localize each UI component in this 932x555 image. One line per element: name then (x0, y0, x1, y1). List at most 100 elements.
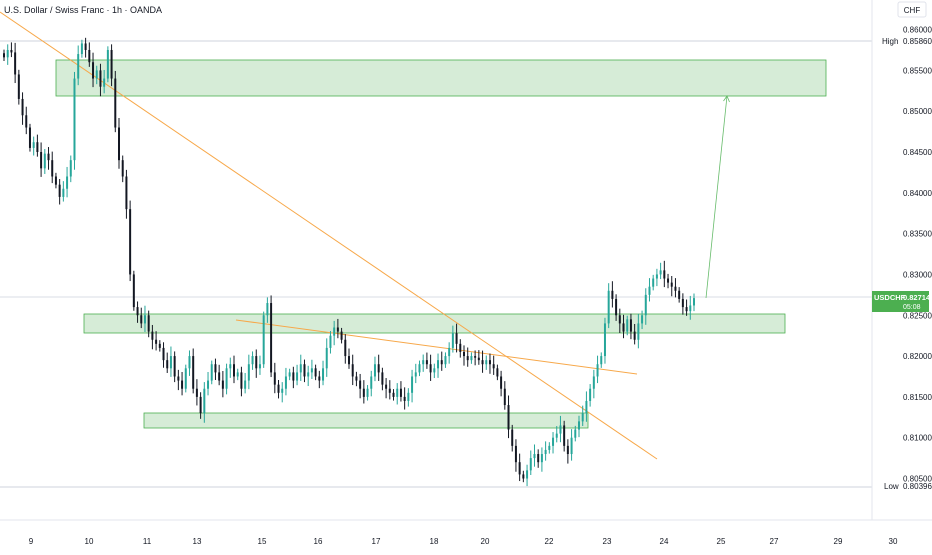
price-label: 0.85500 (903, 66, 932, 75)
projection-arrow-head (723, 95, 730, 103)
candle-body (121, 160, 124, 177)
candle-body (47, 153, 50, 161)
candle-body (329, 335, 332, 348)
current-symbol: USDCHF (874, 293, 906, 302)
candle-body (448, 347, 451, 357)
candle-body (488, 360, 491, 365)
candle-body (106, 49, 109, 79)
candle-body (589, 388, 592, 401)
candle-body (585, 400, 588, 414)
candle-body (440, 360, 443, 365)
candle-body (14, 52, 17, 75)
candle-body (273, 372, 276, 385)
candle-body (281, 388, 284, 393)
current-price-badge[interactable] (872, 291, 929, 312)
projection-arrow-line[interactable] (705, 95, 728, 299)
flat-trendline[interactable] (235, 319, 638, 375)
candle-body (158, 343, 161, 348)
candle-body (333, 327, 336, 336)
candle-body (388, 388, 391, 393)
candle-body (373, 364, 376, 377)
candle-body (596, 364, 599, 377)
candle-body (322, 368, 325, 381)
time-label: 16 (314, 537, 323, 546)
candle-body (566, 445, 569, 455)
candle-body (485, 360, 488, 365)
candle-body (340, 331, 343, 340)
candle-body (518, 462, 521, 475)
candle-body (548, 445, 551, 450)
chart-title: U.S. Dollar / Swiss Franc · 1h · OANDA (4, 5, 163, 15)
candle-body (299, 364, 302, 373)
candle-body (537, 454, 540, 463)
current-price: 0.82714 (903, 293, 931, 302)
candle-body (500, 376, 503, 389)
candle-body (292, 372, 295, 381)
candle-body (437, 360, 440, 369)
candle-body (629, 319, 632, 332)
candle-body (125, 176, 128, 210)
candle-body (622, 323, 625, 332)
time-axis[interactable]: 9 10 11 13 15 16 17 18 20 22 23 24 25 27 29 30 (29, 537, 898, 546)
candle-body (147, 315, 150, 332)
time-label: 15 (258, 537, 267, 546)
candle-body (184, 368, 187, 389)
candle-body (470, 356, 473, 361)
candle-body (348, 356, 350, 365)
candle-body (69, 160, 72, 177)
price-label: 0.84500 (903, 148, 932, 157)
candle-body (169, 356, 172, 369)
candle-body (459, 343, 462, 352)
candle-body (667, 278, 670, 283)
candle-body (496, 368, 499, 377)
candle-body (3, 53, 5, 58)
candle-body (540, 454, 543, 463)
price-label: 0.82500 (903, 311, 932, 320)
upper-resistance-zone (55, 59, 827, 97)
candle-body (555, 433, 558, 438)
candle-body (88, 49, 91, 63)
candle-body (21, 98, 24, 116)
candle-body (129, 209, 132, 275)
candle-body (247, 364, 250, 381)
candle-body (284, 376, 287, 389)
candle-body (325, 347, 328, 369)
candle-body (199, 396, 202, 414)
candle-body (266, 303, 269, 316)
high-value: 0.85860 (903, 37, 932, 46)
candle-body (618, 315, 621, 324)
currency-box[interactable] (897, 1, 927, 18)
candle-body (685, 307, 688, 312)
candle-body (425, 360, 428, 365)
candle-body (511, 429, 514, 446)
candle-body (615, 298, 618, 316)
countdown: 05:08 (903, 304, 921, 311)
price-axis[interactable] (872, 0, 932, 550)
candle-body (492, 364, 495, 369)
descending-trendline[interactable] (0, 11, 658, 460)
time-label: 22 (545, 537, 554, 546)
candle-body (533, 454, 536, 459)
candle-body (600, 356, 603, 365)
candle-body (54, 176, 57, 185)
candle-body (418, 364, 421, 373)
candle-body (236, 372, 239, 377)
candle-body (574, 429, 577, 438)
candle-body (399, 388, 402, 397)
candle-body (192, 356, 195, 389)
candle-body (474, 356, 477, 358)
candle-body (288, 372, 291, 377)
candle-body (644, 294, 647, 316)
price-label: 0.84000 (903, 189, 932, 198)
candle-body (51, 160, 54, 177)
time-label: 18 (430, 537, 439, 546)
candle-body (514, 445, 517, 463)
price-label: 0.80500 (903, 475, 932, 484)
candle-body (678, 290, 681, 299)
candle-body (95, 70, 98, 79)
candle-body (258, 364, 261, 369)
candle-body (570, 437, 573, 455)
low-label: Low (884, 482, 899, 491)
